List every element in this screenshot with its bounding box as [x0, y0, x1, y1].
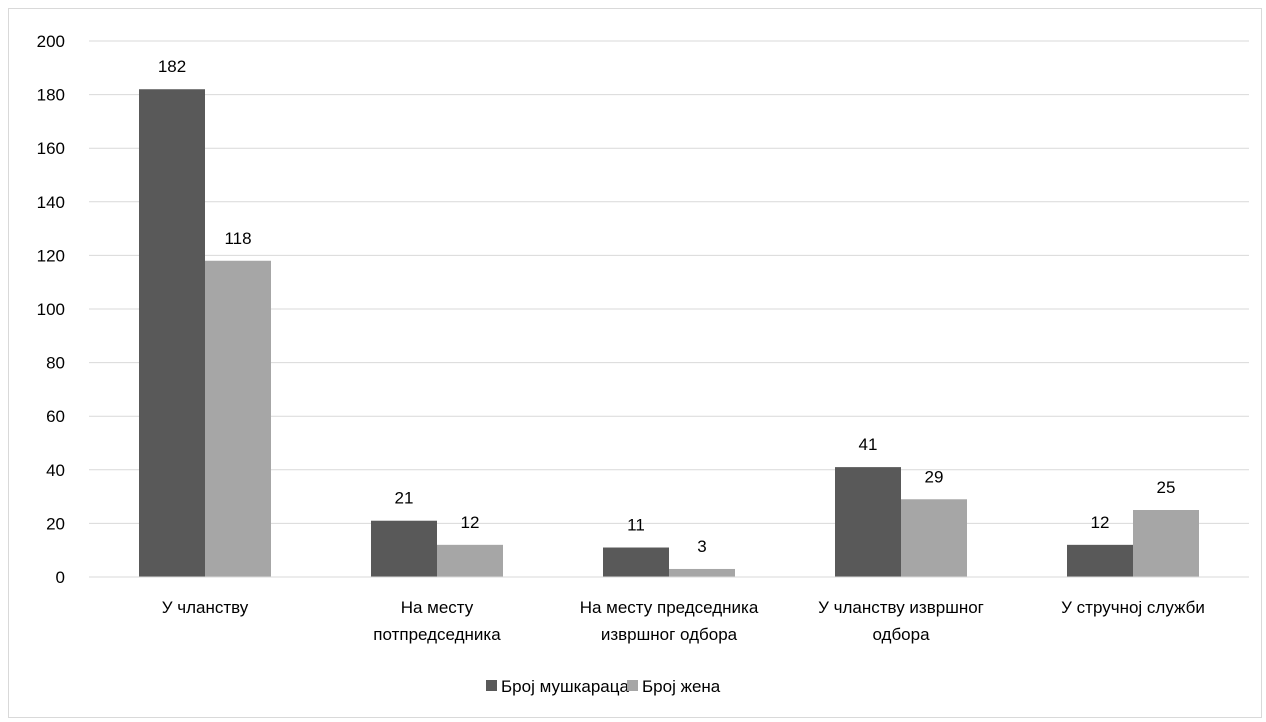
data-label: 29 — [925, 467, 944, 486]
y-tick-label: 120 — [37, 246, 65, 265]
data-label: 182 — [158, 57, 186, 76]
data-label: 12 — [1091, 513, 1110, 532]
y-tick-label: 100 — [37, 300, 65, 319]
bar-chart: 0 20 40 60 80 100 120 140 160 180 200 182 118 21 12 11… — [37, 32, 1249, 696]
y-axis-tick-labels: 0 20 40 60 80 100 120 140 160 180 200 — [37, 32, 65, 587]
legend-swatch — [486, 680, 497, 691]
x-category-label: одбора — [872, 625, 930, 644]
data-label: 21 — [395, 489, 414, 508]
bar — [835, 467, 901, 577]
y-tick-label: 180 — [37, 86, 65, 105]
chart-container: 0 20 40 60 80 100 120 140 160 180 200 182 118 21 12 11… — [8, 8, 1262, 718]
y-tick-label: 140 — [37, 193, 65, 212]
bar — [371, 520, 437, 577]
legend: Број мушкараца Број жена — [486, 677, 721, 696]
data-label: 25 — [1157, 478, 1176, 497]
y-tick-label: 160 — [37, 139, 65, 158]
bar — [1133, 510, 1199, 577]
data-label: 12 — [461, 513, 480, 532]
x-category-label: потпредседника — [373, 625, 501, 644]
y-tick-label: 60 — [46, 407, 65, 426]
data-label: 41 — [859, 435, 878, 454]
y-tick-label: 0 — [56, 568, 65, 587]
y-tick-label: 200 — [37, 32, 65, 51]
x-category-label: извршног одбора — [601, 625, 738, 644]
bar — [1067, 544, 1133, 577]
bar — [139, 89, 205, 578]
x-category-label: У чланству — [162, 598, 249, 617]
x-category-label: У чланству извршног — [818, 598, 984, 617]
x-category-label: На месту председника — [580, 598, 759, 617]
data-labels: 182 118 21 12 11 3 41 29 12 25 — [158, 57, 1176, 556]
legend-swatch — [627, 680, 638, 691]
data-label: 3 — [697, 537, 706, 556]
x-axis-category-labels: У чланству На месту потпредседника На месту… — [162, 598, 1205, 644]
y-tick-label: 40 — [46, 461, 65, 480]
x-category-label: На месту — [401, 598, 474, 617]
legend-label: Број жена — [642, 677, 721, 696]
data-label: 118 — [224, 229, 251, 248]
x-category-label: У стручној служби — [1061, 598, 1205, 617]
y-tick-label: 20 — [46, 514, 65, 533]
bar — [205, 260, 271, 577]
legend-label: Број мушкараца — [501, 677, 629, 696]
gridlines — [89, 40, 1249, 524]
bar — [437, 544, 503, 577]
bar — [901, 499, 967, 577]
bar — [603, 547, 669, 577]
data-label: 11 — [627, 516, 645, 535]
bar — [669, 568, 735, 577]
bars — [139, 89, 1199, 578]
y-tick-label: 80 — [46, 354, 65, 373]
